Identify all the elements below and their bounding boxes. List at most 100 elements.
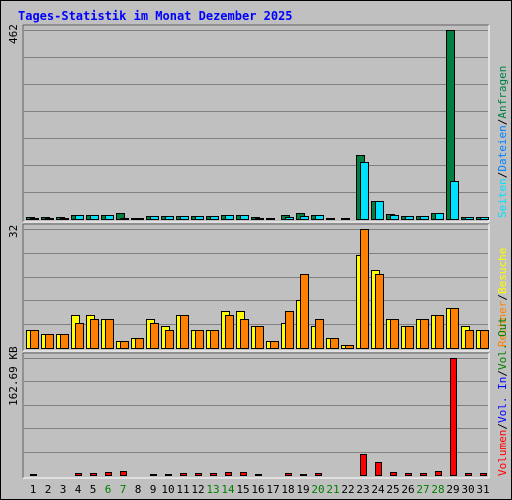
bar-visits-sites-b-day-17	[270, 341, 279, 349]
bar-visits-sites-b-day-11	[180, 315, 189, 349]
bar-kbytes-a-day-6	[105, 472, 112, 476]
bar-hits-files-pages-b-day-5	[90, 215, 99, 220]
bar-hits-files-pages-b-day-18	[285, 217, 294, 220]
x-axis-labels: 1 2 3 4 5 6 7 8 9 10 11 12 13 14 15 16 17 18 19 20 21 22 23 24 2…	[30, 483, 490, 496]
x-tick-label: 30	[461, 483, 474, 496]
bar-kbytes-a-day-26	[405, 473, 412, 476]
bar-visits-sites-b-day-19	[300, 274, 309, 349]
bar-visits-sites-b-day-3	[60, 334, 69, 349]
x-tick-label: 6	[105, 483, 112, 496]
x-tick-label: 4	[75, 483, 82, 496]
bar-visits-sites-b-day-14	[225, 315, 234, 349]
kbytes-ymax-label: 162.69 KB	[7, 346, 20, 406]
legend-visits: Besuche	[496, 248, 509, 294]
bar-visits-sites-b-day-4	[75, 323, 84, 349]
chart-title: Tages-Statistik im Monat Dezember 2025	[18, 9, 293, 23]
bar-kbytes-a-day-28	[435, 471, 442, 476]
bar-hits-files-pages-a-day-17	[266, 218, 275, 220]
bar-visits-sites-b-day-16	[255, 326, 264, 349]
bar-kbytes-a-day-31	[480, 473, 487, 476]
bar-hits-files-pages-b-day-7	[120, 218, 129, 220]
x-tick-label: 14	[221, 483, 235, 496]
bar-kbytes-a-day-11	[180, 473, 187, 476]
bar-hits-files-pages-a-day-22	[341, 218, 350, 220]
legend-vol-out: Vol. Out	[496, 317, 509, 370]
bar-hits-files-pages-b-day-28	[435, 213, 444, 220]
x-tick-label: 11	[176, 483, 189, 496]
bar-kbytes-a-day-27	[420, 473, 427, 476]
bar-visits-sites-b-day-22	[345, 345, 354, 349]
bar-hits-files-pages-b-day-6	[105, 215, 114, 220]
x-tick-label: 25	[386, 483, 399, 496]
legend-pages: Seiten	[496, 178, 509, 218]
bar-hits-files-pages-b-day-13	[210, 216, 219, 220]
bar-visits-sites-b-day-31	[480, 330, 489, 349]
bar-hits-files-pages-b-day-29	[450, 181, 459, 220]
bar-visits-sites-b-day-27	[420, 319, 429, 349]
bar-kbytes-a-day-4	[75, 473, 82, 476]
bar-hits-files-pages-b-day-19	[300, 216, 309, 220]
bar-visits-sites-b-day-18	[285, 311, 294, 349]
bar-hits-files-pages-b-day-4	[75, 215, 84, 220]
bar-kbytes-a-day-19	[300, 474, 307, 476]
bar-kbytes-a-day-7	[120, 471, 127, 476]
bar-kbytes-a-day-9	[150, 474, 157, 476]
bar-hits-files-pages-b-day-12	[195, 216, 204, 220]
bar-visits-sites-b-day-7	[120, 341, 129, 349]
kbytes-legend: Volumen/Vol. In/Vol. Out	[496, 317, 509, 476]
x-tick-label: 8	[135, 483, 142, 496]
x-tick-label: 27	[416, 483, 429, 496]
x-tick-label: 24	[371, 483, 385, 496]
bar-visits-sites-b-day-10	[165, 330, 174, 349]
bar-visits-sites-b-day-20	[315, 319, 324, 349]
bar-kbytes-a-day-5	[90, 473, 97, 476]
bar-kbytes-a-day-20	[315, 473, 322, 476]
panel-3-bg	[23, 353, 489, 478]
legend-sites: Rechner	[496, 300, 509, 347]
bar-hits-files-pages-b-day-20	[315, 215, 324, 220]
hits-ymax-label: 462	[7, 24, 20, 44]
hits-legend: Seiten/Dateien/Anfragen	[496, 66, 509, 218]
x-tick-label: 12	[191, 483, 204, 496]
bar-visits-sites-b-day-15	[240, 319, 249, 349]
bar-hits-files-pages-b-day-24	[375, 201, 384, 220]
x-tick-label: 23	[356, 483, 369, 496]
bar-visits-sites-b-day-21	[330, 338, 339, 349]
legend-kbytes: Volumen	[496, 430, 509, 476]
visits-ymax-label: 32	[7, 225, 20, 238]
x-tick-label: 21	[326, 483, 339, 496]
bar-visits-sites-b-day-28	[435, 315, 444, 349]
bar-hits-files-pages-a-day-21	[326, 218, 335, 220]
bar-visits-sites-b-day-1	[30, 330, 39, 349]
bar-visits-sites-b-day-12	[195, 330, 204, 349]
panel-frames	[22, 24, 490, 479]
bar-hits-files-pages-b-day-10	[165, 216, 174, 220]
bar-hits-files-pages-b-day-15	[240, 215, 249, 220]
bar-kbytes-a-day-13	[210, 473, 217, 476]
x-tick-label: 29	[446, 483, 459, 496]
x-tick-label: 1	[30, 483, 37, 496]
x-tick-label: 7	[120, 483, 127, 496]
x-tick-label: 2	[45, 483, 52, 496]
bar-hits-files-pages-b-day-3	[60, 218, 69, 220]
bar-visits-sites-b-day-30	[465, 330, 474, 349]
bar-kbytes-a-day-16	[255, 474, 262, 476]
x-tick-label: 28	[431, 483, 444, 496]
x-tick-label: 16	[251, 483, 264, 496]
x-tick-label: 20	[311, 483, 324, 496]
bars	[26, 30, 489, 476]
bar-hits-files-pages-b-day-9	[150, 216, 159, 220]
bar-hits-files-pages-b-day-27	[420, 216, 429, 220]
bar-kbytes-a-day-15	[240, 472, 247, 476]
x-tick-label: 19	[296, 483, 309, 496]
bar-hits-files-pages-b-day-2	[45, 218, 54, 220]
bar-kbytes-a-day-25	[390, 472, 397, 476]
bar-visits-sites-b-day-29	[450, 308, 459, 349]
bar-hits-files-pages-b-day-31	[480, 217, 489, 220]
bar-hits-files-pages-b-day-16	[255, 218, 264, 220]
x-tick-label: 9	[150, 483, 157, 496]
bar-hits-files-pages-b-day-1	[30, 218, 39, 220]
legend-vol-in: Vol. In	[496, 377, 509, 423]
bar-kbytes-a-day-10	[165, 474, 172, 476]
